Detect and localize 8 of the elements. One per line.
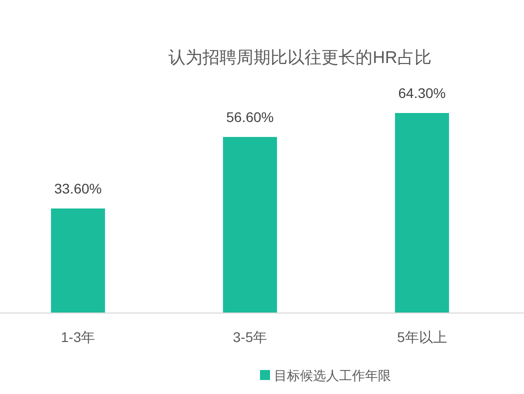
x-tick-label: 1-3年 <box>60 329 96 345</box>
data-label: 64.30% <box>398 85 446 101</box>
legend-label: 目标候选人工作年限 <box>274 368 391 383</box>
x-tick-label: 5年以上 <box>397 329 447 345</box>
data-label: 56.60% <box>226 108 274 125</box>
chart-title: 认为招聘周期比以往更长的HR占比 <box>168 48 432 67</box>
x-tick-label: 3-5年 <box>232 329 268 345</box>
data-label: 33.60% <box>54 180 102 196</box>
